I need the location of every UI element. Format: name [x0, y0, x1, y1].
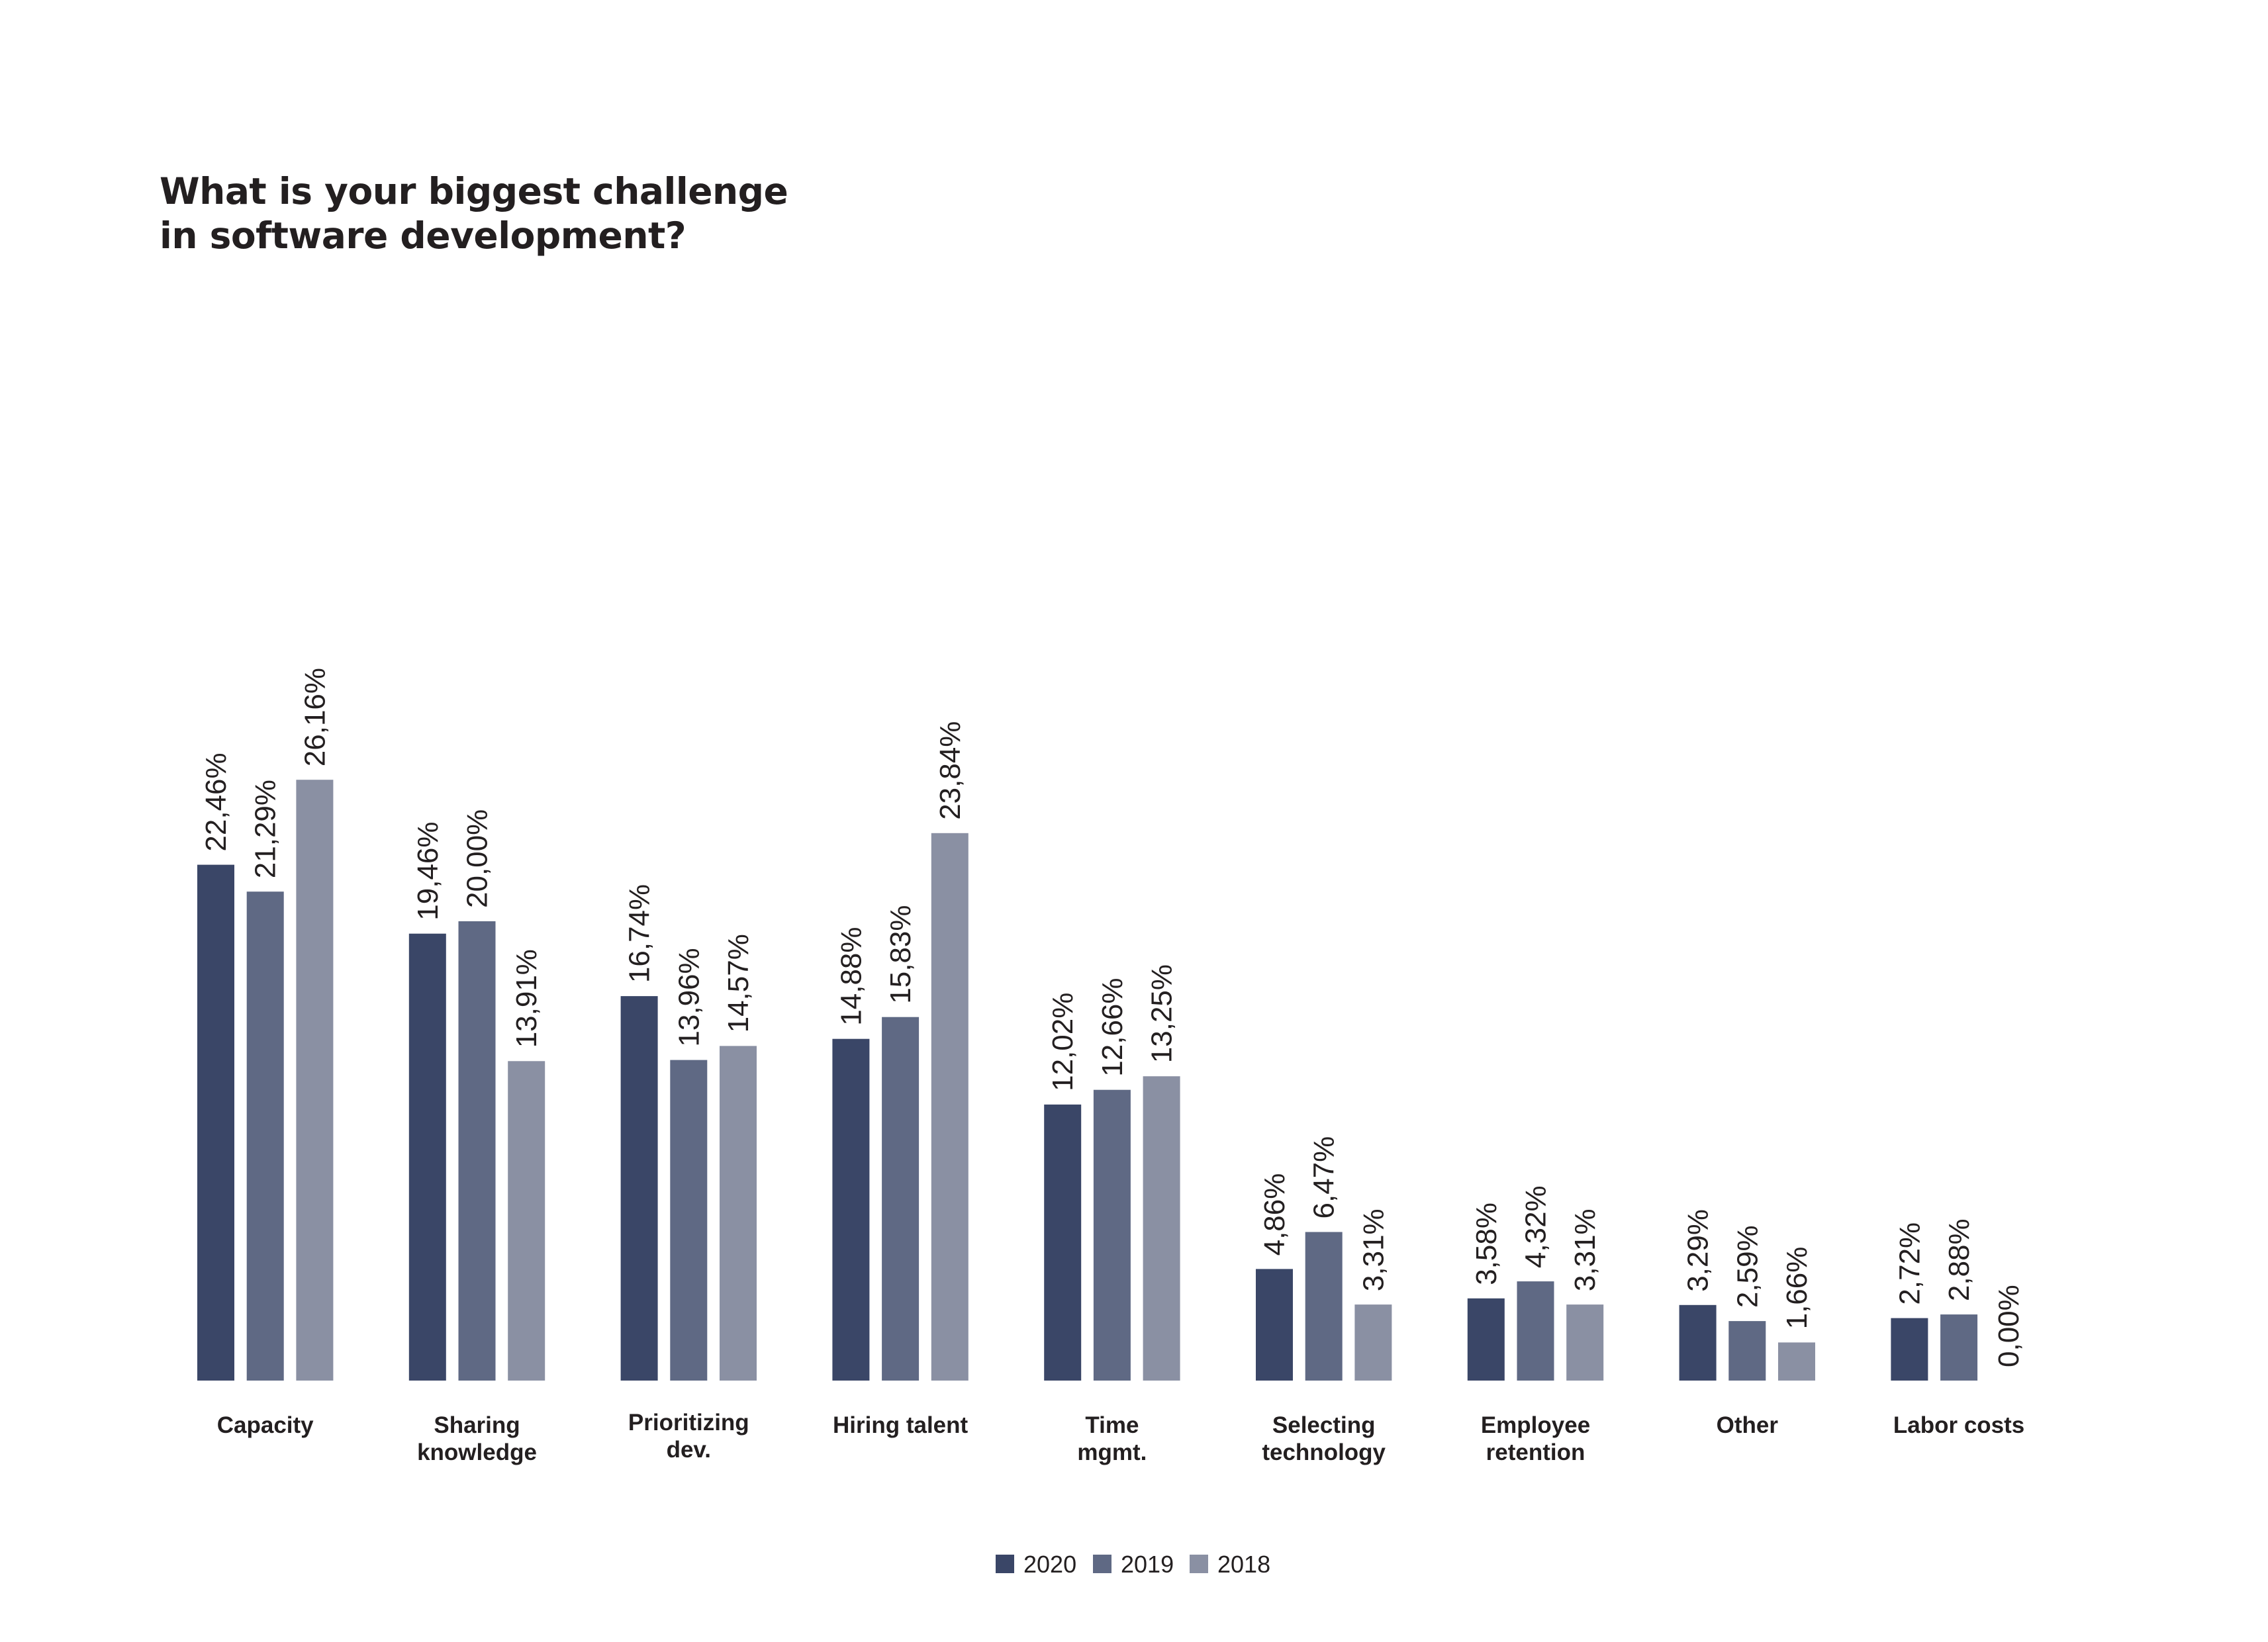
- chart-title-line-2: in software development?: [160, 214, 686, 257]
- chart-title-line-1: What is your biggest challenge: [160, 170, 788, 212]
- value-label: 1,66%: [1781, 1247, 1813, 1330]
- bar-2020: [832, 1038, 870, 1381]
- bar-2018: [1143, 1076, 1180, 1381]
- value-label: 4,86%: [1258, 1173, 1291, 1256]
- bars-layer: [197, 780, 1978, 1381]
- legend-swatch-2019: [1093, 1555, 1111, 1573]
- bar-2018: [1778, 1342, 1815, 1381]
- value-label: 12,66%: [1096, 978, 1129, 1076]
- bar-2019: [246, 891, 284, 1381]
- value-label: 16,74%: [624, 884, 656, 983]
- bar-2019: [670, 1060, 708, 1381]
- value-label: 21,29%: [250, 780, 282, 878]
- value-label: 3,31%: [1357, 1209, 1390, 1291]
- category-label: dev.: [667, 1437, 711, 1463]
- category-label: Capacity: [217, 1412, 314, 1438]
- value-label: 12,02%: [1047, 993, 1079, 1091]
- category-label: technology: [1262, 1439, 1386, 1465]
- value-label: 20,00%: [461, 809, 494, 908]
- bar-2019: [1093, 1089, 1131, 1381]
- legend-label-2019: 2019: [1121, 1551, 1174, 1578]
- value-label: 2,72%: [1893, 1222, 1926, 1305]
- bar-2019: [458, 921, 496, 1381]
- bar-2020: [620, 996, 658, 1381]
- bar-2018: [296, 780, 334, 1381]
- bar-2019: [1305, 1232, 1343, 1381]
- bar-2018: [720, 1046, 757, 1381]
- bar-2019: [1940, 1314, 1978, 1381]
- legend-swatch-2020: [996, 1555, 1014, 1573]
- category-label: knowledge: [417, 1439, 537, 1465]
- category-label: Employee: [1481, 1412, 1590, 1438]
- value-label: 23,84%: [934, 721, 967, 820]
- value-label: 2,59%: [1731, 1225, 1764, 1308]
- legend-swatch-2018: [1190, 1555, 1208, 1573]
- bar-2020: [1044, 1104, 1082, 1381]
- value-label: 14,88%: [835, 927, 867, 1025]
- bar-2020: [1256, 1269, 1293, 1381]
- bar-2020: [408, 933, 446, 1381]
- category-label: Other: [1717, 1412, 1779, 1438]
- value-label: 19,46%: [412, 821, 444, 920]
- bar-2018: [1566, 1304, 1604, 1381]
- category-label: Selecting: [1272, 1412, 1376, 1438]
- legend: 2020 2019 2018: [996, 1551, 1270, 1578]
- bar-2020: [197, 864, 234, 1381]
- value-label: 4,32%: [1520, 1185, 1552, 1268]
- bar-2020: [1467, 1298, 1505, 1381]
- bar-2020: [1891, 1318, 1928, 1381]
- bar-2020: [1679, 1304, 1717, 1381]
- value-label: 22,46%: [200, 753, 232, 851]
- category-label: Prioritizing: [628, 1410, 749, 1436]
- chart-title: What is your biggest challenge in softwa…: [160, 170, 788, 257]
- value-label: 3,31%: [1569, 1209, 1601, 1291]
- legend-label-2018: 2018: [1217, 1551, 1270, 1578]
- bar-2019: [1728, 1321, 1766, 1381]
- value-labels-layer: 22,46% 21,29% 26,16% 19,46% 20,00% 13,91% 16,7…: [200, 668, 2025, 1367]
- category-label: mgmt.: [1077, 1439, 1147, 1465]
- category-label: Time: [1085, 1412, 1139, 1438]
- value-label: 13,91%: [510, 949, 543, 1048]
- category-label: Sharing: [434, 1412, 520, 1438]
- category-label: retention: [1486, 1439, 1585, 1465]
- value-label: 3,58%: [1470, 1203, 1503, 1285]
- bar-2018: [931, 833, 969, 1381]
- bar-2019: [882, 1017, 920, 1381]
- value-label: 2,88%: [1943, 1218, 1975, 1301]
- value-label: 13,25%: [1146, 964, 1178, 1063]
- value-label: 14,57%: [722, 934, 755, 1032]
- value-label: 15,83%: [884, 905, 917, 1003]
- value-label: 26,16%: [299, 668, 331, 766]
- bar-2019: [1517, 1281, 1554, 1381]
- category-label: Hiring talent: [833, 1412, 969, 1438]
- bar-2018: [508, 1061, 545, 1381]
- value-label: 0,00%: [1993, 1285, 2025, 1367]
- legend-label-2020: 2020: [1023, 1551, 1076, 1578]
- value-label: 3,29%: [1682, 1209, 1715, 1292]
- value-label: 6,47%: [1308, 1136, 1341, 1219]
- bar-2018: [1354, 1304, 1392, 1381]
- value-label: 13,96%: [673, 948, 705, 1046]
- category-label: Labor costs: [1893, 1412, 2024, 1438]
